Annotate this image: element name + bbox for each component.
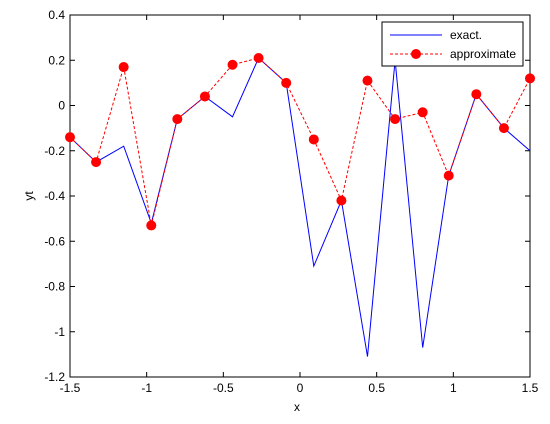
data-point-approximate [336, 195, 347, 206]
y-tick-label: -0.4 [44, 189, 65, 203]
x-tick-label: 1 [450, 381, 457, 395]
data-point-approximate [146, 220, 157, 231]
x-tick-label: -0.5 [213, 381, 234, 395]
plot-area [69, 14, 531, 378]
legend: exact. approximate [381, 21, 524, 67]
data-point-approximate [253, 52, 264, 63]
y-tick-label: -1 [54, 325, 65, 339]
legend-label-exact: exact. [450, 28, 482, 42]
legend-label-approximate: approximate [450, 47, 516, 61]
series-lines [65, 52, 535, 357]
data-point-approximate [525, 73, 535, 84]
x-tick-label: 0.5 [368, 381, 385, 395]
data-point-approximate [308, 134, 319, 145]
data-point-approximate [443, 170, 454, 181]
y-tick-label: 0 [58, 99, 65, 113]
data-point-approximate [227, 59, 238, 70]
x-tick-label: -1.5 [60, 381, 81, 395]
data-point-approximate [362, 75, 373, 86]
data-point-approximate [417, 107, 428, 118]
legend-marker-approximate [411, 49, 421, 59]
y-tick-label: -0.2 [44, 144, 65, 158]
y-tick-label: 0.2 [48, 53, 65, 67]
legend-box [381, 21, 524, 67]
y-axis-title: yt [22, 191, 36, 201]
data-point-approximate [172, 114, 183, 125]
y-tick-label: -0.8 [44, 280, 65, 294]
x-tick-label: 0 [297, 381, 304, 395]
y-tick-label: -1.2 [44, 370, 65, 384]
data-point-approximate [118, 62, 129, 73]
x-tick-label: -1 [141, 381, 152, 395]
axis-ticks: -1.5 -1 -0.5 0 0.5 1 1.5 -1.2 -1 -0.8 -0.6 -0.4 -0.2… [44, 8, 538, 395]
data-point-approximate [65, 132, 75, 143]
data-point-approximate [390, 114, 401, 125]
data-point-approximate [199, 91, 210, 102]
data-point-approximate [498, 123, 509, 134]
x-axis-title: x [294, 400, 300, 414]
y-tick-label: 0.4 [48, 8, 65, 22]
series-line-exact [69, 57, 531, 357]
data-point-approximate [91, 157, 102, 168]
data-point-approximate [471, 89, 482, 100]
x-tick-label: 1.5 [522, 381, 539, 395]
y-tick-label: -0.6 [44, 234, 65, 248]
data-point-approximate [281, 77, 292, 88]
